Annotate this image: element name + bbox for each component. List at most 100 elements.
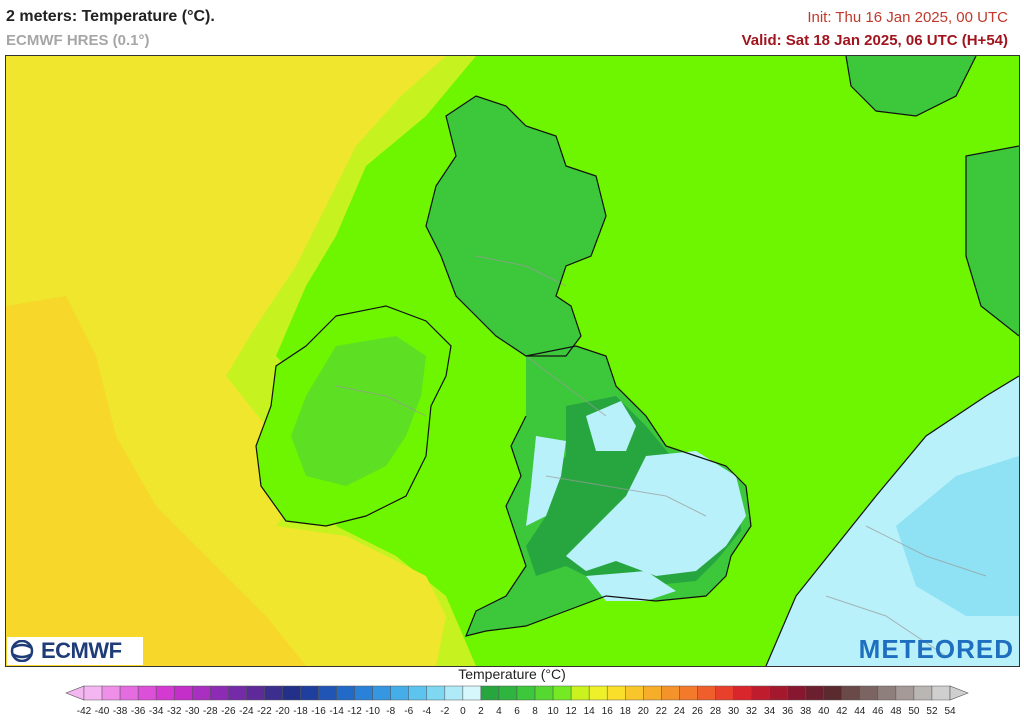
legend-tick-label: 16	[601, 706, 613, 717]
legend-tick-label: -10	[365, 706, 380, 717]
legend-tick-label: 50	[908, 706, 920, 717]
frost-patch-midlands	[586, 401, 636, 451]
legend-tick-label: 10	[547, 706, 559, 717]
legend-bar	[65, 685, 969, 701]
legend-tick-label: -24	[239, 706, 254, 717]
legend-tick-label: 12	[565, 706, 577, 717]
legend-swatch	[498, 685, 518, 701]
valid-time: Valid: Sat 18 Jan 2025, 06 UTC (H+54)	[741, 32, 1008, 49]
land-norway	[846, 56, 976, 116]
legend-swatch	[769, 685, 788, 701]
legend-swatch	[426, 685, 446, 701]
legend-swatch	[751, 685, 770, 701]
model-label: ECMWF HRES (0.1°)	[6, 32, 150, 49]
legend-swatch	[282, 685, 301, 701]
legend-tick-label: -36	[130, 706, 146, 717]
legend-swatch	[444, 685, 464, 701]
legend-swatch	[390, 685, 410, 701]
legend-tick-label: -30	[185, 706, 200, 717]
legend-swatch	[228, 685, 247, 701]
legend-swatch	[462, 685, 482, 701]
init-time: Init: Thu 16 Jan 2025, 00 UTC	[807, 9, 1008, 26]
legend-tick-label: 18	[619, 706, 631, 717]
legend-swatch	[408, 685, 428, 701]
legend-tick-label: 44	[854, 706, 866, 717]
legend-swatch	[625, 685, 644, 701]
legend-swatch	[336, 685, 355, 701]
legend-tick-label: -4	[422, 706, 432, 717]
meteored-logo: METEORED	[858, 634, 1014, 664]
land-scotland	[426, 96, 606, 356]
legend-swatch	[805, 685, 824, 701]
legend-tick-label: 24	[673, 706, 685, 717]
legend-tick-label: 48	[890, 706, 902, 717]
legend-tick-label: -18	[293, 706, 308, 717]
legend-swatch	[354, 685, 373, 701]
legend-tick-label: 8	[532, 706, 538, 717]
legend-ticks: -42 -40 -38 -36 -34 -32 -30 -28 -26 -24 -22 -20 -18-…	[0, 706, 1024, 720]
legend-tick-label: 34	[764, 706, 776, 717]
legend-tick-label: -40	[94, 706, 110, 717]
legend-tick-label: -32	[166, 706, 182, 717]
frost-patch-wales	[526, 436, 566, 526]
legend-tick-label: -26	[221, 706, 236, 717]
coastlines	[255, 56, 1019, 666]
frost-patch-southeast	[566, 451, 746, 576]
legend-swatch	[300, 685, 319, 701]
legend-swatch	[823, 685, 842, 701]
legend-tick-label: 26	[691, 706, 703, 717]
legend-tick-label: 46	[872, 706, 884, 717]
ecmwf-logo-icon	[10, 640, 34, 662]
legend-tick-label: 28	[709, 706, 722, 717]
legend-swatch	[588, 685, 608, 701]
legend-tick-label: -16	[311, 706, 326, 717]
legend-tick-label: 14	[583, 706, 595, 717]
legend-swatch	[83, 685, 103, 701]
frost-patch-south	[586, 571, 676, 601]
legend-swatch	[318, 685, 337, 701]
region-borders	[335, 255, 987, 657]
legend-swatch	[841, 685, 861, 701]
legend-tick-label: -12	[347, 706, 362, 717]
temperature-map[interactable]	[5, 55, 1020, 667]
legend-tick-label: 40	[818, 706, 830, 717]
legend-swatch	[679, 685, 698, 701]
legend-tick-label: -2	[440, 706, 450, 717]
legend-swatch	[192, 685, 211, 701]
legend-tick-label: 54	[944, 706, 956, 717]
legend-swatch	[173, 685, 193, 701]
legend-tick-label: -42	[76, 706, 92, 717]
legend-tick-label: 36	[782, 706, 794, 717]
legend-title: Temperature (°C)	[458, 666, 566, 682]
legend-tick-label: 30	[727, 706, 740, 717]
legend-tick-label: -20	[275, 706, 290, 717]
legend-swatch	[787, 685, 806, 701]
legend-tick-label: 32	[745, 706, 758, 717]
legend-tick-label: 0	[460, 706, 466, 717]
legend-tick-label: 20	[637, 706, 649, 717]
continent-frost-deep	[896, 456, 1019, 616]
legend-tick-label: -14	[329, 706, 344, 717]
legend-tick-label: -38	[112, 706, 128, 717]
legend-tick-label: 2	[478, 706, 484, 717]
legend-swatch	[877, 685, 897, 701]
legend-swatch	[859, 685, 879, 701]
map-title: 2 meters: Temperature (°C).	[6, 8, 215, 25]
legend-swatch	[733, 685, 752, 701]
legend-swatch	[570, 685, 590, 701]
legend-tick-label: 6	[514, 706, 520, 717]
legend-swatch	[895, 685, 915, 701]
color-legend	[64, 684, 970, 707]
legend-swatch	[155, 685, 175, 701]
legend-swatch	[372, 685, 391, 701]
legend-swatch	[643, 685, 662, 701]
legend-swatch	[119, 685, 139, 701]
map-canvas	[6, 56, 1019, 666]
legend-swatch	[480, 685, 500, 701]
legend-tick-label: -22	[257, 706, 272, 717]
legend-swatch	[697, 685, 716, 701]
land-denmark	[966, 146, 1019, 336]
legend-swatch	[715, 685, 734, 701]
legend-swatch	[137, 685, 157, 701]
ecmwf-logo: ECMWF	[7, 637, 143, 665]
